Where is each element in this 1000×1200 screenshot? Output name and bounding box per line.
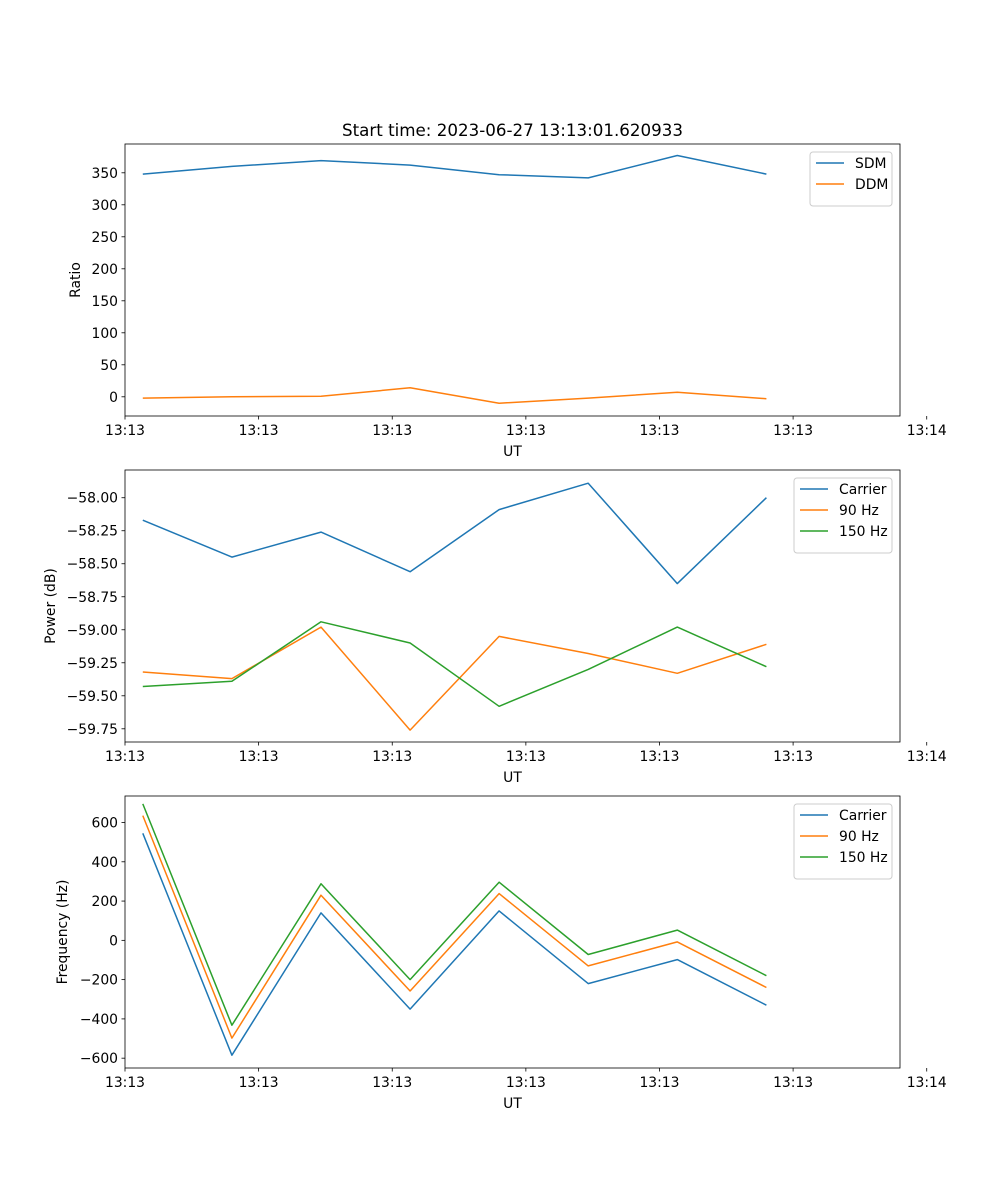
chart-panel-3: 13:13 13:13 13:13 13:13 13:13 13:13 13:14 −600 −…	[55, 795, 947, 1112]
y-axis-label: Power (dB)	[43, 568, 59, 644]
legend: SDM DDM	[809, 151, 893, 207]
y-tick-label: 100	[91, 326, 118, 342]
x-tick-label: 13:13	[773, 749, 813, 765]
chart-panel-2: 13:13 13:13 13:13 13:13 13:13 13:13 13:14 −59.7…	[43, 469, 947, 786]
legend-label: 150 Hz	[839, 524, 888, 540]
x-axis-label: UT	[503, 770, 522, 786]
x-tick-label: 13:13	[105, 749, 145, 765]
legend-label: Carrier	[839, 808, 887, 824]
chart-title: Start time: 2023-06-27 13:13:01.620933	[342, 120, 683, 140]
y-tick-label: −400	[80, 1012, 118, 1028]
x-tick-label: 13:13	[639, 1075, 679, 1091]
legend-box	[793, 477, 893, 554]
x-tick-label: 13:13	[372, 1075, 412, 1091]
x-tick-label: 13:13	[239, 749, 279, 765]
y-tick-label: −59.75	[67, 722, 118, 738]
plot-frame	[124, 795, 901, 1069]
y-tick-label: −59.25	[67, 656, 118, 672]
x-tick-label: 13:13	[639, 423, 679, 439]
y-tick-label: −200	[80, 973, 118, 989]
x-axis-label: UT	[503, 444, 522, 460]
y-tick-label: −58.75	[67, 590, 118, 606]
series-line-ddm	[142, 387, 767, 404]
x-tick-label: 13:14	[907, 749, 947, 765]
series-line-90-hz	[142, 626, 767, 731]
legend-label: 90 Hz	[839, 829, 879, 845]
legend: Carrier 90 Hz 150 Hz	[793, 477, 893, 554]
x-tick-label: 13:13	[506, 1075, 546, 1091]
y-tick-label: 0	[109, 390, 118, 406]
y-tick-label: 250	[91, 230, 118, 246]
x-tick-label: 13:13	[773, 1075, 813, 1091]
y-tick-label: 200	[91, 894, 118, 910]
x-tick-label: 13:14	[907, 423, 947, 439]
y-tick-label: −58.00	[67, 491, 118, 507]
y-tick-label: 300	[91, 198, 118, 214]
x-tick-label: 13:13	[506, 749, 546, 765]
x-tick-label: 13:13	[372, 749, 412, 765]
legend-label: Carrier	[839, 482, 887, 498]
y-tick-label: 50	[100, 358, 118, 374]
series-line-sdm	[142, 154, 767, 179]
x-tick-label: 13:14	[907, 1075, 947, 1091]
x-tick-label: 13:13	[239, 423, 279, 439]
x-tick-label: 13:13	[239, 1075, 279, 1091]
y-tick-label: −59.00	[67, 623, 118, 639]
series-line-carrier	[142, 833, 767, 1056]
x-axis-label: UT	[503, 1096, 522, 1112]
legend: Carrier 90 Hz 150 Hz	[793, 803, 893, 880]
x-tick-label: 13:13	[105, 423, 145, 439]
legend-label: 90 Hz	[839, 503, 879, 519]
x-tick-label: 13:13	[105, 1075, 145, 1091]
x-tick-label: 13:13	[639, 749, 679, 765]
y-tick-label: 400	[91, 855, 118, 871]
series-line-90-hz	[142, 815, 767, 1039]
chart-panel-1: 13:13 13:13 13:13 13:13 13:13 13:13 13:14 0 50 10…	[68, 143, 947, 460]
legend-label: DDM	[855, 177, 888, 193]
y-tick-label: −600	[80, 1051, 118, 1067]
y-tick-label: −58.50	[67, 557, 118, 573]
y-tick-label: 200	[91, 262, 118, 278]
legend-box	[809, 151, 893, 207]
y-tick-label: −58.25	[67, 524, 118, 540]
legend-box	[793, 803, 893, 880]
y-tick-label: 600	[91, 816, 118, 832]
y-tick-label: 350	[91, 166, 118, 182]
y-tick-label: −59.50	[67, 689, 118, 705]
series-line-150-hz	[142, 803, 767, 1026]
legend-label: 150 Hz	[839, 850, 888, 866]
x-tick-label: 13:13	[372, 423, 412, 439]
series-line-150-hz	[142, 621, 767, 708]
x-tick-label: 13:13	[506, 423, 546, 439]
legend-label: SDM	[855, 156, 887, 172]
x-tick-label: 13:13	[773, 423, 813, 439]
series-line-carrier	[142, 482, 767, 585]
plot-frame	[124, 143, 901, 417]
y-axis-label: Frequency (Hz)	[55, 880, 71, 985]
plot-frame	[124, 469, 901, 743]
y-axis-label: Ratio	[68, 262, 84, 298]
y-tick-label: 0	[109, 933, 118, 949]
y-tick-label: 150	[91, 294, 118, 310]
